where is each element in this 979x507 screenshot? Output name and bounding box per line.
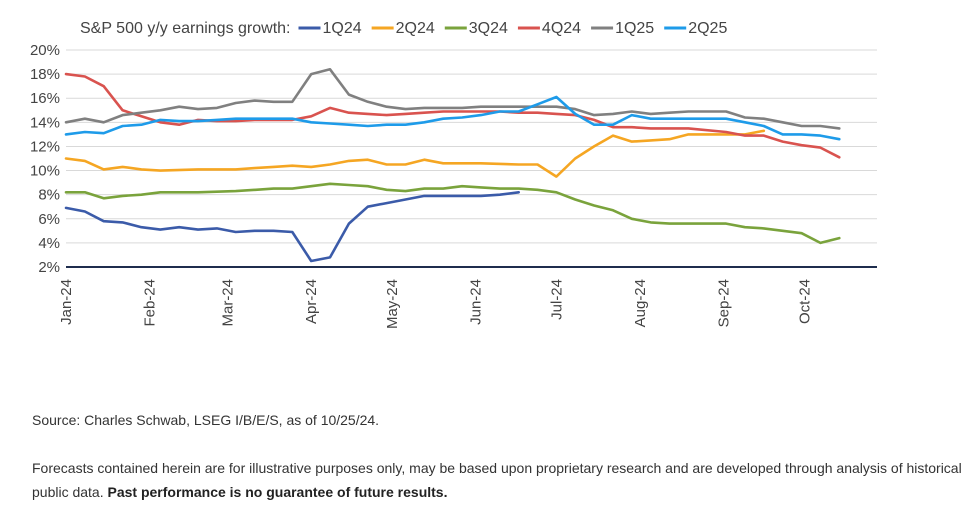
source-note: Source: Charles Schwab, LSEG I/B/E/S, as… xyxy=(32,412,380,428)
x-tick-label: Aug-24 xyxy=(632,279,649,327)
legend-item: 1Q25 xyxy=(615,20,654,37)
x-tick-label: Feb-24 xyxy=(142,279,159,327)
y-tick-label: 2% xyxy=(38,259,60,276)
x-axis-ticks: Jan-24 Feb-24 Mar-24 Apr-24 May-24 Jun-24 Jul-… xyxy=(58,279,813,329)
y-tick-label: 10% xyxy=(30,163,60,180)
x-tick-label: Jun-24 xyxy=(468,279,485,325)
x-tick-label: Sep-24 xyxy=(715,279,732,327)
y-tick-label: 18% xyxy=(30,66,60,83)
chart-grid xyxy=(66,49,877,244)
series-line-1q25 xyxy=(64,68,841,130)
legend-item: 3Q24 xyxy=(469,20,508,37)
y-tick-label: 12% xyxy=(30,138,60,155)
earnings-growth-chart: S&P 500 y/y earnings growth: 1Q24 2Q24 3Q2… xyxy=(30,20,877,329)
chart-legend: S&P 500 y/y earnings growth: 1Q24 2Q24 3Q2… xyxy=(80,20,727,37)
y-axis-ticks: 2% 4% 6% 8% 10% 12% 14% 16% 18% 20% xyxy=(30,42,60,276)
y-tick-label: 14% xyxy=(30,114,60,131)
legend-label: S&P 500 y/y earnings growth: xyxy=(80,20,291,37)
legend-item: 1Q24 xyxy=(323,20,362,37)
legend-item: 2Q24 xyxy=(396,20,435,37)
y-tick-label: 4% xyxy=(38,235,60,252)
x-tick-label: Jan-24 xyxy=(58,279,75,325)
series-line-3q24 xyxy=(64,182,841,245)
x-tick-label: Oct-24 xyxy=(796,279,813,324)
series-line-4q24 xyxy=(64,72,841,159)
y-tick-label: 20% xyxy=(30,42,60,59)
legend-item: 4Q24 xyxy=(542,20,581,37)
disclaimer: Forecasts contained herein are for illus… xyxy=(32,456,972,504)
x-tick-label: Mar-24 xyxy=(220,279,237,327)
x-tick-label: May-24 xyxy=(384,279,401,329)
x-tick-label: Jul-24 xyxy=(548,279,565,320)
y-tick-label: 6% xyxy=(38,211,60,228)
series-line-2q25 xyxy=(64,95,841,141)
series-line-2q24 xyxy=(64,129,766,178)
series-line-1q24 xyxy=(64,191,521,263)
disclaimer-bold: Past performance is no guarantee of futu… xyxy=(107,484,448,500)
legend-item: 2Q25 xyxy=(688,20,727,37)
disclaimer-text: Forecasts contained herein are for illus… xyxy=(32,460,962,500)
series-lines xyxy=(64,68,841,263)
y-tick-label: 8% xyxy=(38,187,60,204)
x-tick-label: Apr-24 xyxy=(303,279,320,324)
y-tick-label: 16% xyxy=(30,90,60,107)
